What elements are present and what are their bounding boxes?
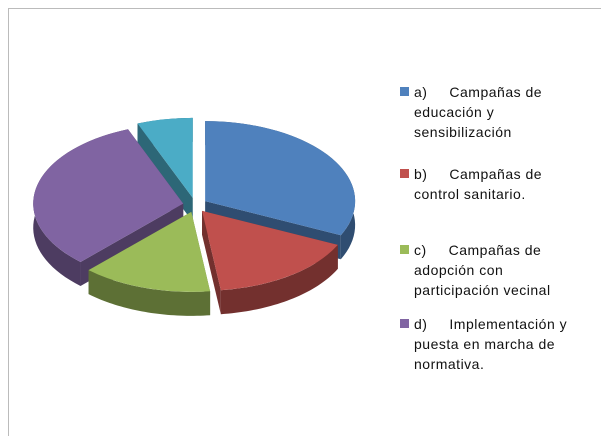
legend-label: b) Campañas de control sanitario. bbox=[414, 166, 547, 202]
legend-item: b) Campañas de control sanitario. bbox=[400, 164, 590, 204]
legend-swatch bbox=[400, 319, 409, 328]
legend-swatch bbox=[400, 87, 409, 96]
slice-group bbox=[88, 211, 211, 316]
legend-swatch bbox=[400, 169, 409, 178]
slice-wall bbox=[220, 244, 338, 315]
legend-swatch bbox=[400, 245, 409, 254]
slice-group bbox=[137, 117, 193, 222]
slice-side bbox=[202, 210, 221, 315]
slice bbox=[137, 117, 193, 198]
slice-group bbox=[202, 210, 338, 315]
legend: a) Campañas de educación y sensibilizaci… bbox=[400, 68, 590, 374]
legend-label: d) Implementación y puesta en marcha de … bbox=[414, 316, 572, 372]
slice-side bbox=[137, 123, 193, 222]
slice bbox=[33, 129, 184, 262]
slice bbox=[205, 121, 356, 236]
legend-label: a) Campañas de educación y sensibilizaci… bbox=[414, 84, 547, 140]
legend-label: c) Campañas de adopción con participació… bbox=[414, 242, 551, 298]
chart-frame bbox=[8, 8, 601, 436]
slice bbox=[88, 211, 211, 292]
legend-item: c) Campañas de adopción con participació… bbox=[400, 240, 590, 300]
slice bbox=[202, 210, 338, 291]
legend-item: a) Campañas de educación y sensibilizaci… bbox=[400, 82, 590, 142]
slice-wall bbox=[88, 270, 211, 316]
legend-item: d) Implementación y puesta en marcha de … bbox=[400, 314, 590, 374]
